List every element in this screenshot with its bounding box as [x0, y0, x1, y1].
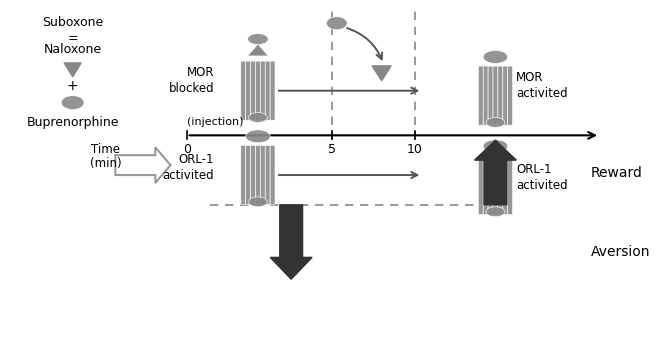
FancyBboxPatch shape: [478, 66, 483, 125]
Ellipse shape: [483, 50, 508, 63]
Polygon shape: [372, 66, 391, 81]
Text: (injection): (injection): [187, 117, 243, 127]
FancyBboxPatch shape: [245, 145, 251, 204]
FancyBboxPatch shape: [265, 61, 270, 120]
Text: MOR
blocked: MOR blocked: [168, 66, 215, 95]
FancyBboxPatch shape: [483, 66, 488, 125]
Ellipse shape: [249, 197, 267, 207]
FancyBboxPatch shape: [503, 66, 508, 125]
Ellipse shape: [326, 17, 347, 30]
FancyBboxPatch shape: [498, 156, 503, 215]
FancyBboxPatch shape: [503, 156, 508, 215]
FancyBboxPatch shape: [270, 61, 275, 120]
FancyBboxPatch shape: [255, 61, 261, 120]
Text: Reward: Reward: [590, 166, 642, 180]
Text: (min): (min): [90, 157, 122, 170]
FancyBboxPatch shape: [488, 66, 493, 125]
FancyBboxPatch shape: [493, 156, 498, 215]
FancyBboxPatch shape: [483, 156, 488, 215]
Ellipse shape: [245, 130, 270, 143]
FancyBboxPatch shape: [498, 66, 503, 125]
FancyBboxPatch shape: [265, 145, 270, 204]
Ellipse shape: [61, 96, 84, 109]
Text: Suboxone: Suboxone: [42, 16, 103, 29]
FancyBboxPatch shape: [245, 61, 251, 120]
FancyBboxPatch shape: [251, 145, 255, 204]
Text: 5: 5: [328, 143, 336, 156]
Polygon shape: [270, 205, 312, 279]
FancyBboxPatch shape: [241, 61, 245, 120]
Ellipse shape: [486, 117, 505, 127]
Polygon shape: [64, 63, 81, 77]
FancyBboxPatch shape: [255, 145, 261, 204]
Ellipse shape: [486, 207, 505, 217]
FancyBboxPatch shape: [488, 156, 493, 215]
Ellipse shape: [249, 113, 267, 122]
Text: Aversion: Aversion: [590, 245, 650, 259]
Text: ORL-1
activited: ORL-1 activited: [517, 162, 568, 192]
FancyArrowPatch shape: [347, 28, 382, 59]
FancyBboxPatch shape: [270, 145, 275, 204]
Text: Naloxone: Naloxone: [43, 43, 102, 56]
Text: +: +: [67, 79, 78, 93]
Polygon shape: [474, 140, 517, 205]
FancyBboxPatch shape: [261, 145, 265, 204]
Text: 0: 0: [183, 143, 191, 156]
FancyBboxPatch shape: [508, 156, 513, 215]
Text: 10: 10: [407, 143, 422, 156]
Text: Buprenorphine: Buprenorphine: [26, 117, 119, 130]
Text: ORL-1
activited: ORL-1 activited: [163, 153, 215, 181]
Ellipse shape: [247, 33, 268, 45]
Polygon shape: [115, 147, 170, 183]
Text: Time: Time: [91, 143, 120, 156]
FancyBboxPatch shape: [493, 66, 498, 125]
FancyBboxPatch shape: [251, 61, 255, 120]
FancyBboxPatch shape: [241, 145, 245, 204]
Text: MOR
activited: MOR activited: [517, 71, 568, 100]
Text: =: =: [67, 32, 78, 45]
FancyBboxPatch shape: [508, 66, 513, 125]
Polygon shape: [247, 44, 268, 56]
Ellipse shape: [483, 140, 508, 153]
FancyBboxPatch shape: [261, 61, 265, 120]
FancyBboxPatch shape: [478, 156, 483, 215]
